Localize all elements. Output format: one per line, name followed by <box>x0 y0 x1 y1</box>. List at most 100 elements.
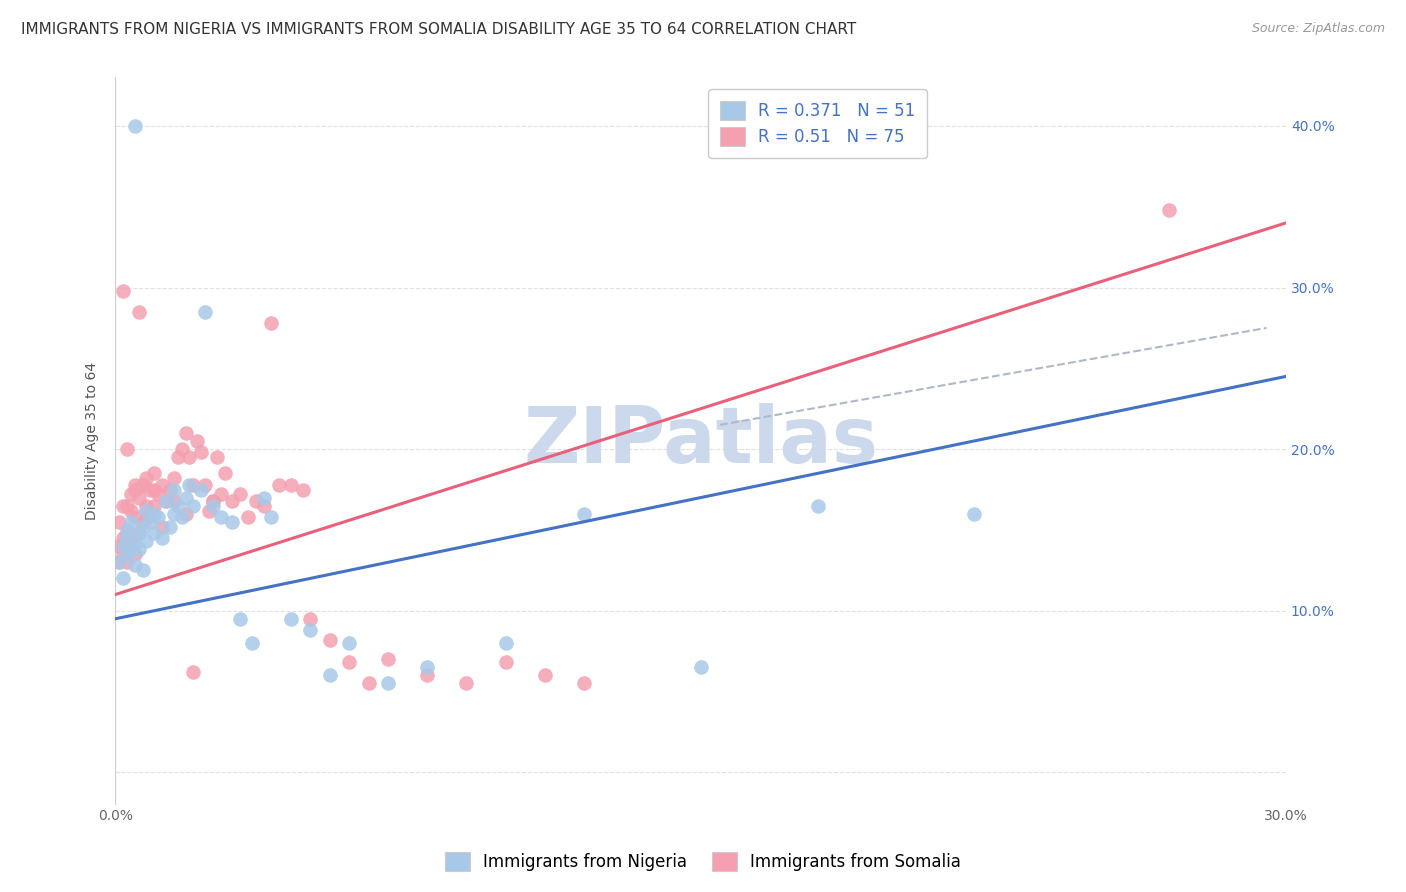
Point <box>181 477 204 491</box>
Point <box>128 491 150 505</box>
Point <box>139 510 162 524</box>
Point <box>124 547 146 561</box>
Point <box>155 493 177 508</box>
Point <box>124 483 146 497</box>
Point <box>209 510 232 524</box>
Point <box>163 507 186 521</box>
Point <box>299 623 322 637</box>
Point <box>131 515 153 529</box>
Point <box>135 471 157 485</box>
Point <box>115 442 138 456</box>
Point <box>339 656 361 670</box>
Point <box>280 612 302 626</box>
Point <box>170 510 193 524</box>
Point <box>1157 202 1180 217</box>
Point <box>377 652 399 666</box>
Point <box>179 477 201 491</box>
Point <box>201 493 224 508</box>
Point <box>124 510 146 524</box>
Point <box>533 668 555 682</box>
Point <box>260 316 283 330</box>
Point <box>163 471 186 485</box>
Point <box>150 531 173 545</box>
Point <box>229 487 252 501</box>
Point <box>190 483 212 497</box>
Point <box>135 503 157 517</box>
Point <box>124 477 146 491</box>
Point <box>159 483 181 497</box>
Point <box>124 558 146 573</box>
Point <box>174 507 197 521</box>
Point <box>291 483 314 497</box>
Point <box>112 284 135 298</box>
Point <box>166 450 188 465</box>
Point <box>495 636 517 650</box>
Point <box>115 531 138 545</box>
Point <box>198 503 221 517</box>
Point <box>807 499 830 513</box>
Point <box>128 526 150 541</box>
Point <box>131 519 153 533</box>
Point <box>112 571 135 585</box>
Point <box>194 304 217 318</box>
Point <box>377 676 399 690</box>
Point <box>135 499 157 513</box>
Point <box>135 534 157 549</box>
Point <box>280 477 302 491</box>
Point <box>214 467 236 481</box>
Point <box>190 445 212 459</box>
Point <box>124 119 146 133</box>
Point <box>115 547 138 561</box>
Point <box>299 612 322 626</box>
Point <box>139 515 162 529</box>
Point <box>112 531 135 545</box>
Point <box>143 467 166 481</box>
Point <box>245 493 267 508</box>
Point <box>495 656 517 670</box>
Point <box>174 425 197 440</box>
Point <box>115 555 138 569</box>
Point <box>572 676 595 690</box>
Point <box>260 510 283 524</box>
Point <box>115 499 138 513</box>
Point <box>205 450 228 465</box>
Point <box>339 636 361 650</box>
Point <box>416 660 439 674</box>
Point <box>181 499 204 513</box>
Point <box>252 499 274 513</box>
Point <box>179 450 201 465</box>
Point <box>236 510 259 524</box>
Text: Source: ZipAtlas.com: Source: ZipAtlas.com <box>1251 22 1385 36</box>
Point <box>186 434 208 448</box>
Point <box>128 304 150 318</box>
Legend: R = 0.371   N = 51, R = 0.51   N = 75: R = 0.371 N = 51, R = 0.51 N = 75 <box>709 89 927 158</box>
Point <box>120 542 142 557</box>
Point <box>120 536 142 550</box>
Point <box>170 442 193 456</box>
Point <box>155 493 177 508</box>
Point <box>252 491 274 505</box>
Point <box>166 499 188 513</box>
Point <box>357 676 380 690</box>
Point <box>112 547 135 561</box>
Point <box>115 526 138 541</box>
Y-axis label: Disability Age 35 to 64: Disability Age 35 to 64 <box>86 362 100 520</box>
Point <box>143 499 166 513</box>
Point <box>124 536 146 550</box>
Point <box>108 515 131 529</box>
Point <box>963 507 986 521</box>
Legend: Immigrants from Nigeria, Immigrants from Somalia: Immigrants from Nigeria, Immigrants from… <box>436 843 970 880</box>
Point <box>128 526 150 541</box>
Point <box>148 510 170 524</box>
Text: ZIPatlas: ZIPatlas <box>523 403 879 479</box>
Point <box>181 665 204 679</box>
Point <box>174 491 197 505</box>
Point <box>143 483 166 497</box>
Point <box>148 487 170 501</box>
Point <box>135 503 157 517</box>
Point <box>201 493 224 508</box>
Point <box>319 668 342 682</box>
Point <box>229 612 252 626</box>
Point <box>163 483 186 497</box>
Point <box>143 507 166 521</box>
